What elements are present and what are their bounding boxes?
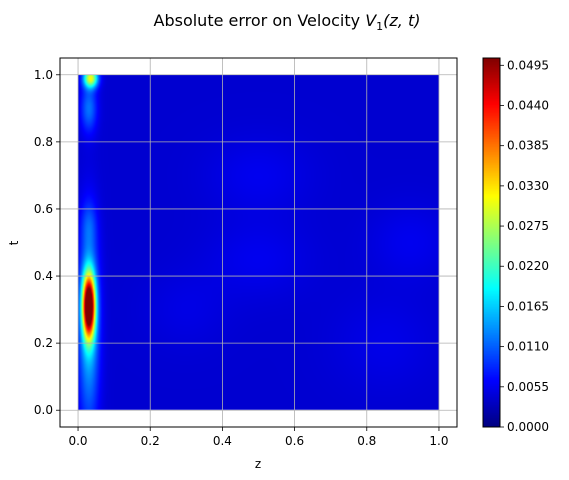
colorbar-tick-label: 0.0165 (507, 299, 549, 313)
colorbar-gradient (483, 58, 500, 427)
x-tick-label: 0.8 (357, 434, 376, 448)
colorbar-tick-label: 0.0000 (507, 420, 549, 434)
colorbar-tick-label: 0.0275 (507, 219, 549, 233)
plot-area: 0.0 0.2 0.4 0.6 0.8 1.0 0.0 0.2 0.4 0.6 0.8 1.0 (34, 57, 458, 448)
y-tick-label: 0.4 (34, 269, 53, 283)
y-axis: 0.0 0.2 0.4 0.6 0.8 1.0 (34, 68, 60, 417)
x-tick-label: 0.2 (141, 434, 160, 448)
x-axis-label: z (255, 457, 261, 471)
colorbar: 0.0000 0.0055 0.0110 0.0165 0.0220 0.0275 0.03… (482, 57, 549, 434)
x-tick-label: 0.0 (68, 434, 87, 448)
colorbar-tick-label: 0.0220 (507, 259, 549, 273)
y-tick-label: 0.0 (34, 403, 53, 417)
y-tick-label: 0.8 (34, 135, 53, 149)
y-tick-label: 1.0 (34, 68, 53, 82)
colorbar-tick-label: 0.0495 (507, 58, 549, 72)
y-tick-label: 0.2 (34, 336, 53, 350)
chart-title: Absolute error on Velocity V1(z, t) (154, 11, 421, 33)
y-axis-label: t (7, 240, 21, 245)
colorbar-frame (482, 57, 501, 428)
x-axis: 0.0 0.2 0.4 0.6 0.8 1.0 (68, 427, 449, 448)
colorbar-tick-label: 0.0330 (507, 179, 549, 193)
grid-lines (60, 58, 457, 427)
heatmap-surface (78, 74, 440, 410)
colorbar-ticks: 0.0000 0.0055 0.0110 0.0165 0.0220 0.0275 0.03… (500, 58, 549, 434)
colorbar-tick-label: 0.0055 (507, 380, 549, 394)
colorbar-tick-label: 0.0385 (507, 139, 549, 153)
colorbar-tick-label: 0.0440 (507, 98, 549, 112)
y-tick-label: 0.6 (34, 202, 53, 216)
colorbar-tick-label: 0.0110 (507, 340, 549, 354)
x-tick-label: 0.4 (213, 434, 232, 448)
x-tick-label: 1.0 (429, 434, 448, 448)
plot-frame (59, 57, 458, 428)
x-tick-label: 0.6 (285, 434, 304, 448)
